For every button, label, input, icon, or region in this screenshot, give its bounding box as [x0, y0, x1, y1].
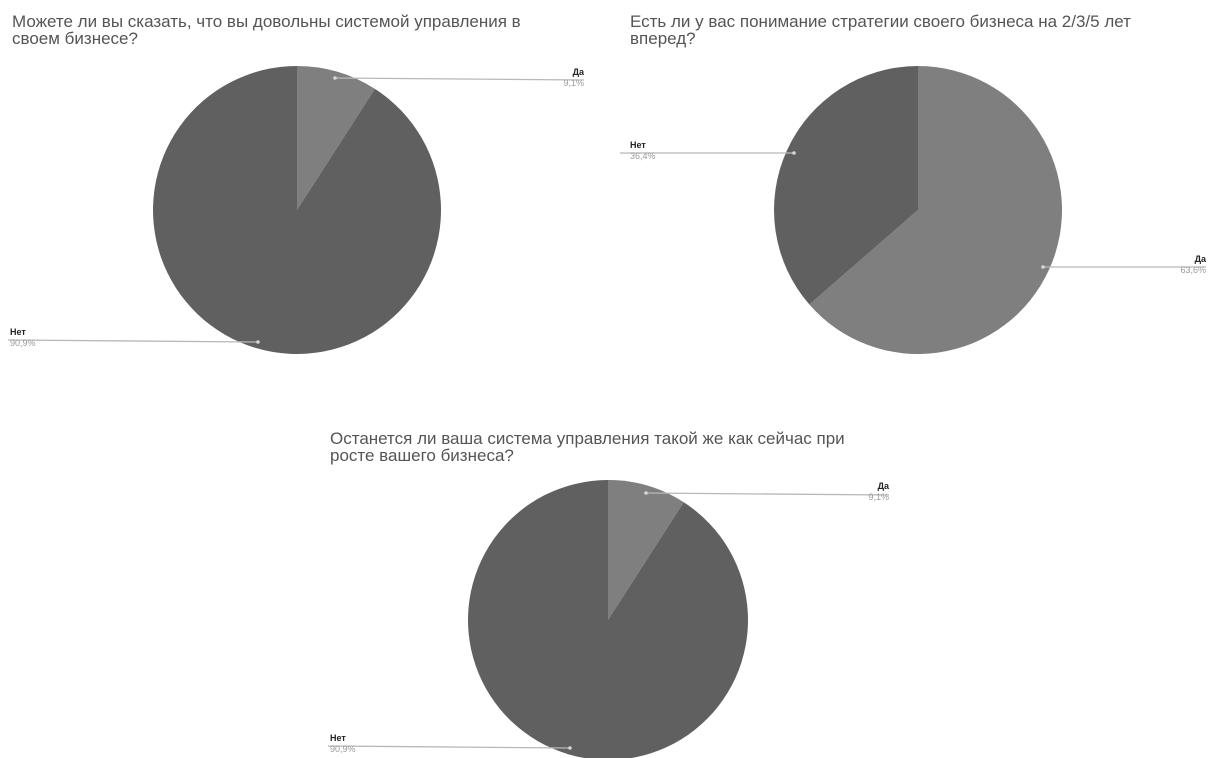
pie-slice-yes	[809, 66, 1063, 354]
leader-dot-no	[792, 151, 796, 155]
leader-dot-yes	[644, 491, 648, 495]
leader-dot-no	[568, 746, 572, 750]
pie-slice-no	[774, 66, 918, 305]
chart-title-satisfaction: Можете ли вы сказать, что вы довольны си…	[12, 12, 521, 48]
slice-label-no: Нет	[10, 327, 26, 337]
leader-line-yes	[334, 77, 585, 81]
pie-slice-no	[153, 66, 442, 354]
pie-slice-yes	[608, 480, 684, 620]
slice-label-yes: Да	[1195, 254, 1207, 264]
leader-dot-no	[256, 340, 260, 344]
chart-title-growth: Останется ли ваша система управления так…	[330, 429, 845, 465]
slice-label-yes: Да	[878, 481, 890, 491]
chart-title-strategy: Есть ли у вас понимание стратегии своего…	[630, 12, 1131, 48]
leader-dot-yes	[333, 76, 337, 80]
slice-label-yes: Да	[573, 67, 585, 77]
leader-dot-yes	[1041, 265, 1045, 269]
slice-label-no: Нет	[630, 140, 646, 150]
slice-percent-yes: 63,6%	[1180, 265, 1206, 275]
pie-slice-no	[468, 480, 748, 758]
leader-line-yes	[645, 492, 890, 496]
slice-percent-yes: 9,1%	[563, 78, 584, 88]
pie-slice-yes	[297, 66, 375, 210]
slice-percent-no: 36,4%	[630, 151, 656, 161]
slice-percent-yes: 9,1%	[868, 492, 889, 502]
slice-percent-no: 90,9%	[10, 338, 36, 348]
leader-line-no	[327, 745, 571, 749]
slice-label-no: Нет	[330, 733, 346, 743]
slice-percent-no: 90,9%	[330, 744, 356, 754]
leader-line-no	[7, 339, 259, 343]
